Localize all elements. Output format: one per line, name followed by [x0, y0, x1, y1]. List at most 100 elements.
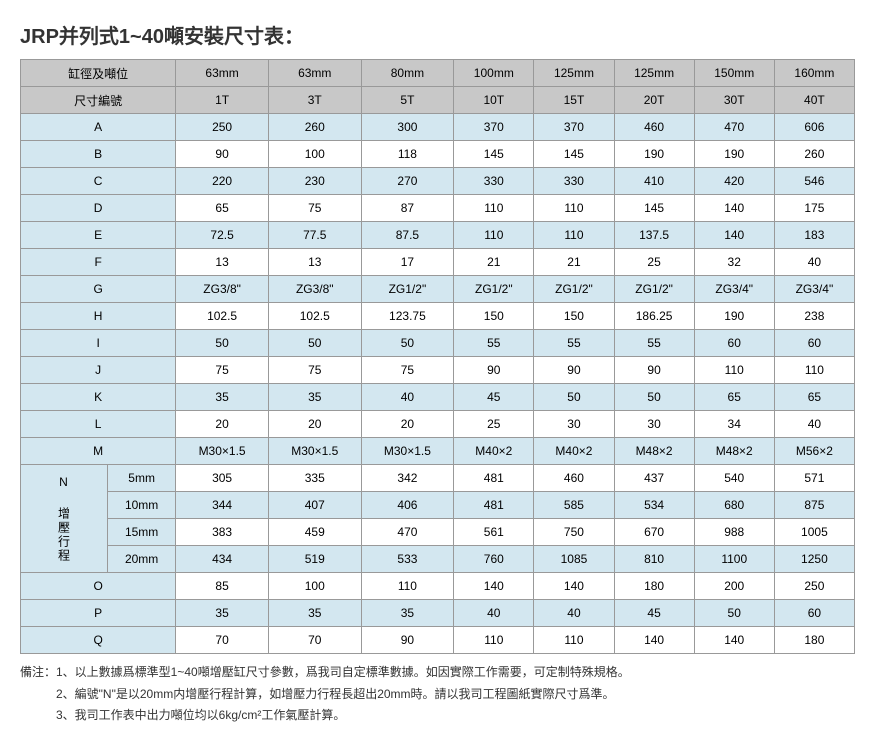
value-cell: 459: [268, 519, 361, 546]
value-cell: 546: [774, 168, 854, 195]
value-cell: 110: [534, 195, 614, 222]
value-cell: 110: [694, 357, 774, 384]
header-cell: 缸徑及噸位: [21, 60, 176, 87]
value-cell: ZG1/2": [361, 276, 454, 303]
value-cell: 40: [774, 249, 854, 276]
value-cell: 65: [694, 384, 774, 411]
value-cell: 90: [534, 357, 614, 384]
value-cell: 140: [694, 627, 774, 654]
value-cell: 65: [774, 384, 854, 411]
n-row-label: 15mm: [108, 519, 176, 546]
value-cell: 561: [454, 519, 534, 546]
value-cell: 65: [176, 195, 269, 222]
value-cell: 30: [534, 411, 614, 438]
value-cell: 300: [361, 114, 454, 141]
value-cell: 180: [614, 573, 694, 600]
value-cell: 460: [534, 465, 614, 492]
value-cell: 540: [694, 465, 774, 492]
value-cell: 200: [694, 573, 774, 600]
header-cell: 63mm: [176, 60, 269, 87]
value-cell: ZG3/4": [694, 276, 774, 303]
value-cell: 100: [268, 141, 361, 168]
value-cell: 140: [694, 222, 774, 249]
value-cell: 75: [268, 357, 361, 384]
page-title: JRP并列式1~40噸安裝尺寸表：: [20, 20, 855, 49]
row-label: B: [21, 141, 176, 168]
value-cell: 305: [176, 465, 269, 492]
value-cell: 60: [774, 600, 854, 627]
value-cell: 90: [361, 627, 454, 654]
header-cell: 30T: [694, 87, 774, 114]
header-cell: 15T: [534, 87, 614, 114]
value-cell: 370: [534, 114, 614, 141]
note-line: 2、編號"N"是以20mm内增壓行程計算，如增壓力行程長超出20mm時。請以我司…: [20, 684, 855, 706]
value-cell: M48×2: [614, 438, 694, 465]
value-cell: 481: [454, 465, 534, 492]
value-cell: 100: [268, 573, 361, 600]
value-cell: 680: [694, 492, 774, 519]
value-cell: 150: [534, 303, 614, 330]
value-cell: 1250: [774, 546, 854, 573]
value-cell: 50: [614, 384, 694, 411]
value-cell: M30×1.5: [176, 438, 269, 465]
value-cell: 1085: [534, 546, 614, 573]
value-cell: 110: [454, 195, 534, 222]
header-cell: 3T: [268, 87, 361, 114]
header-cell: 125mm: [534, 60, 614, 87]
value-cell: 330: [454, 168, 534, 195]
value-cell: 50: [534, 384, 614, 411]
value-cell: 35: [361, 600, 454, 627]
value-cell: 55: [534, 330, 614, 357]
value-cell: ZG1/2": [454, 276, 534, 303]
value-cell: 481: [454, 492, 534, 519]
value-cell: 90: [454, 357, 534, 384]
header-cell: 125mm: [614, 60, 694, 87]
row-label: A: [21, 114, 176, 141]
value-cell: M48×2: [694, 438, 774, 465]
value-cell: 533: [361, 546, 454, 573]
value-cell: 30: [614, 411, 694, 438]
notes-block: 備注：1、以上數據爲標準型1~40噸增壓缸尺寸參數，爲我司自定標準數據。如因實際…: [20, 662, 855, 727]
value-cell: 60: [694, 330, 774, 357]
value-cell: 21: [534, 249, 614, 276]
value-cell: 110: [774, 357, 854, 384]
value-cell: 72.5: [176, 222, 269, 249]
value-cell: 250: [176, 114, 269, 141]
value-cell: 70: [268, 627, 361, 654]
value-cell: 230: [268, 168, 361, 195]
value-cell: 750: [534, 519, 614, 546]
header-cell: 40T: [774, 87, 854, 114]
value-cell: 370: [454, 114, 534, 141]
value-cell: 40: [774, 411, 854, 438]
value-cell: 35: [268, 600, 361, 627]
value-cell: 35: [268, 384, 361, 411]
value-cell: 183: [774, 222, 854, 249]
value-cell: 145: [454, 141, 534, 168]
row-label: F: [21, 249, 176, 276]
value-cell: 406: [361, 492, 454, 519]
value-cell: M40×2: [534, 438, 614, 465]
value-cell: 407: [268, 492, 361, 519]
value-cell: 760: [454, 546, 534, 573]
value-cell: 102.5: [176, 303, 269, 330]
dimension-table: 缸徑及噸位63mm63mm80mm100mm125mm125mm150mm160…: [20, 59, 855, 654]
value-cell: 110: [534, 222, 614, 249]
value-cell: 190: [614, 141, 694, 168]
value-cell: 383: [176, 519, 269, 546]
row-label: D: [21, 195, 176, 222]
value-cell: 50: [176, 330, 269, 357]
value-cell: 17: [361, 249, 454, 276]
value-cell: ZG1/2": [614, 276, 694, 303]
value-cell: 190: [694, 303, 774, 330]
value-cell: 75: [361, 357, 454, 384]
value-cell: M30×1.5: [361, 438, 454, 465]
value-cell: 330: [534, 168, 614, 195]
value-cell: 1100: [694, 546, 774, 573]
row-label: O: [21, 573, 176, 600]
header-cell: 10T: [454, 87, 534, 114]
value-cell: 25: [614, 249, 694, 276]
value-cell: 180: [774, 627, 854, 654]
value-cell: 342: [361, 465, 454, 492]
value-cell: 606: [774, 114, 854, 141]
value-cell: 123.75: [361, 303, 454, 330]
